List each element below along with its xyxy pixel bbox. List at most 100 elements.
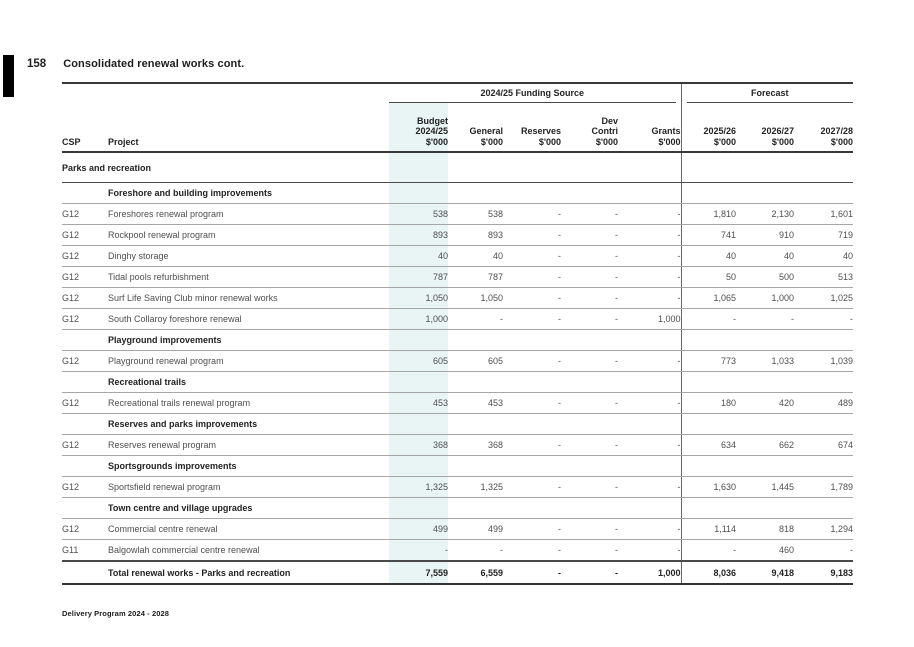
reserves-cell: - <box>503 539 561 562</box>
column-header-line: 2025/26 <box>703 126 737 136</box>
grants-cell: - <box>618 224 682 246</box>
budget-cell <box>389 497 448 519</box>
budget-cell: 605 <box>389 350 448 372</box>
fy1-cell: 1,810 <box>681 203 737 225</box>
fy2-cell: 500 <box>736 266 795 288</box>
general-cell: 787 <box>448 266 503 288</box>
general-cell: 453 <box>448 392 503 414</box>
dev-contri-cell: - <box>561 539 618 562</box>
subsection-label-cell: Playground improvements <box>108 329 389 351</box>
page-title: Consolidated renewal works cont. <box>63 58 245 70</box>
grants-cell: - <box>618 476 682 498</box>
fy3-cell: 674 <box>794 434 854 456</box>
fy1-cell: 773 <box>681 350 737 372</box>
reserves-cell: - <box>503 308 561 330</box>
column-header-grants: Grants $'000 <box>618 103 682 153</box>
budget-cell: 893 <box>389 224 448 246</box>
dev-contri-cell: - <box>561 518 618 540</box>
column-header-line: 2024/25 <box>415 126 448 136</box>
funding-span-cell <box>448 497 682 519</box>
column-header-row: CSP Project Budget 2024/25 $'000 General $'000… <box>62 103 854 153</box>
fy3-cell: - <box>794 308 854 330</box>
budget-cell: 7,559 <box>389 560 448 585</box>
fy1-cell: - <box>681 308 737 330</box>
group-header-forecast-label: Forecast <box>686 85 854 103</box>
csp-cell <box>62 497 108 519</box>
budget-cell: - <box>389 539 448 562</box>
column-header-line: $'000 <box>480 136 503 147</box>
dev-contri-cell: - <box>561 266 618 288</box>
column-header-line: General <box>469 126 503 136</box>
column-header-reserves: Reserves $'000 <box>503 103 561 153</box>
grants-cell: - <box>618 287 682 309</box>
general-cell: 499 <box>448 518 503 540</box>
dev-contri-cell: - <box>561 245 618 267</box>
budget-cell: 368 <box>389 434 448 456</box>
fy1-cell: 1,114 <box>681 518 737 540</box>
fy1-cell: 1,065 <box>681 287 737 309</box>
forecast-span-cell <box>681 497 854 519</box>
page-number: 158 <box>27 58 47 70</box>
group-spacer <box>62 82 389 103</box>
budget-cell: 1,000 <box>389 308 448 330</box>
dev-contri-cell: - <box>561 308 618 330</box>
grants-cell: - <box>618 266 682 288</box>
general-cell: 368 <box>448 434 503 456</box>
fy2-cell: 1,445 <box>736 476 795 498</box>
csp-cell: G12 <box>62 518 108 540</box>
reserves-cell: - <box>503 266 561 288</box>
budget-cell <box>389 413 448 435</box>
csp-cell: G12 <box>62 434 108 456</box>
dev-contri-cell: - <box>561 476 618 498</box>
forecast-span-cell <box>681 152 854 183</box>
budget-cell: 499 <box>389 518 448 540</box>
dev-contri-cell: - <box>561 350 618 372</box>
fy2-cell: - <box>736 308 795 330</box>
grants-cell: - <box>618 434 682 456</box>
budget-cell <box>389 182 448 204</box>
table-row: G12 South Collaroy foreshore renewal 1,000… <box>62 308 854 330</box>
fy1-cell: 1,630 <box>681 476 737 498</box>
fy2-cell: 1,033 <box>736 350 795 372</box>
dev-contri-cell: - <box>561 224 618 246</box>
table-row: G12 Playground renewal program 605 605- - -77… <box>62 350 854 372</box>
csp-cell <box>62 329 108 351</box>
funding-span-cell <box>448 413 682 435</box>
fy1-cell: 180 <box>681 392 737 414</box>
grants-cell: - <box>618 203 682 225</box>
column-header-line: $'000 <box>658 136 681 147</box>
page-header: 158 Consolidated renewal works cont. <box>27 58 244 70</box>
column-header-line: $'000 <box>595 136 618 147</box>
fy3-cell: 513 <box>794 266 854 288</box>
page-footer: Delivery Program 2024 - 2028 <box>62 609 170 618</box>
subsection-row: Playground improvements <box>62 329 854 351</box>
forecast-span-cell <box>681 371 854 393</box>
column-header-line: Budget <box>417 115 448 126</box>
fy1-cell: 634 <box>681 434 737 456</box>
csp-cell: G12 <box>62 287 108 309</box>
column-header-line: $'000 <box>425 136 448 147</box>
project-cell: South Collaroy foreshore renewal <box>108 308 389 330</box>
subsection-row: Recreational trails <box>62 371 854 393</box>
project-cell: Balgowlah commercial centre renewal <box>108 539 389 562</box>
subsection-label-cell: Sportsgrounds improvements <box>108 455 389 477</box>
subsection-row: Town centre and village upgrades <box>62 497 854 519</box>
subsection-row: Foreshore and building improvements <box>62 182 854 204</box>
project-cell: Reserves renewal program <box>108 434 389 456</box>
general-cell: 1,050 <box>448 287 503 309</box>
reserves-cell: - <box>503 245 561 267</box>
grants-cell: 1,000 <box>618 308 682 330</box>
column-header-line: $'000 <box>830 136 854 147</box>
csp-cell <box>62 455 108 477</box>
project-cell: Dinghy storage <box>108 245 389 267</box>
general-cell: - <box>448 539 503 562</box>
budget-cell: 1,050 <box>389 287 448 309</box>
subsection-label-cell: Foreshore and building improvements <box>108 182 389 204</box>
reserves-cell: - <box>503 560 561 585</box>
general-cell: 6,559 <box>448 560 503 585</box>
group-header-forecast: Forecast <box>681 82 854 103</box>
fy3-cell: 489 <box>794 392 854 414</box>
fy3-cell: 1,601 <box>794 203 854 225</box>
fy3-cell: 1,025 <box>794 287 854 309</box>
funding-span-cell <box>448 152 682 183</box>
